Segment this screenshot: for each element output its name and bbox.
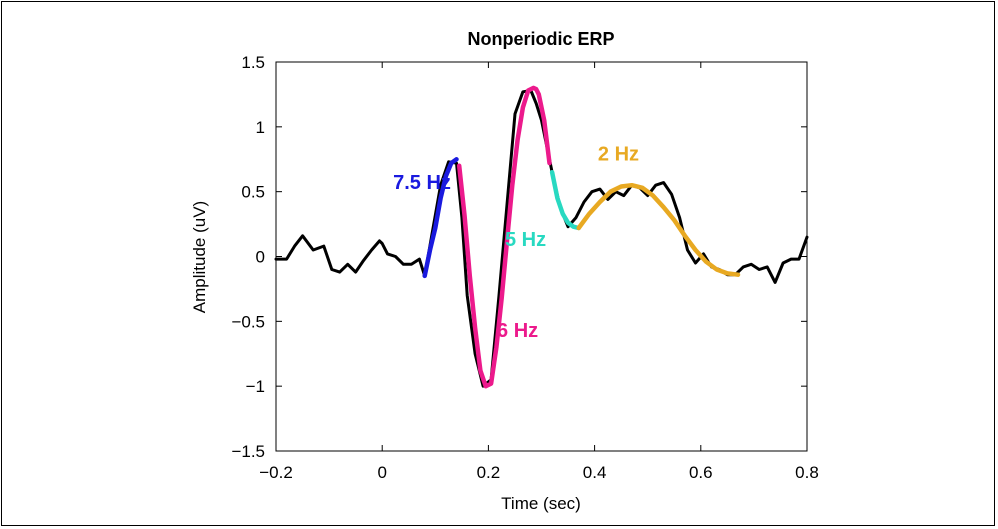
x-tick-label: 0 (377, 463, 386, 482)
fitted-component-line (456, 85, 552, 389)
frequency-annotation: 2 Hz (598, 144, 639, 166)
x-tick-label: 0.4 (583, 463, 607, 482)
axis-ticks: −0.2 0 0.2 0.4 0.6 0.8 1.5 1 0.5 0 −0.5 −1 −1.5 (231, 53, 818, 482)
x-axis-label: Time (sec) (501, 494, 581, 513)
y-tick-label: 1.5 (241, 53, 265, 72)
y-axis-label: Amplitude (uV) (190, 201, 209, 313)
x-tick-label: 0.6 (689, 463, 713, 482)
x-tick-label: 0.8 (795, 463, 819, 482)
frequency-annotation: 5 Hz (505, 229, 546, 251)
y-tick-label: −1.5 (231, 442, 265, 461)
fitted-component-line (549, 169, 581, 231)
y-tick-label: 1 (256, 118, 265, 137)
x-tick-label: 0.2 (477, 463, 501, 482)
series-group (274, 85, 809, 389)
y-tick-label: 0.5 (241, 183, 265, 202)
fitted-component-line (422, 157, 459, 279)
y-tick-label: −1 (246, 377, 265, 396)
frequency-annotation: 7.5 Hz (393, 172, 451, 194)
frequency-annotation: 6 Hz (497, 320, 538, 342)
fitted-component-line (576, 182, 741, 277)
annotation-group: 7.5 Hz 6 Hz 5 Hz 2 Hz (393, 144, 639, 342)
y-tick-label: 0 (256, 248, 265, 267)
chart-title: Nonperiodic ERP (467, 29, 614, 49)
y-tick-label: −0.5 (231, 312, 265, 331)
x-tick-label: −0.2 (259, 463, 293, 482)
